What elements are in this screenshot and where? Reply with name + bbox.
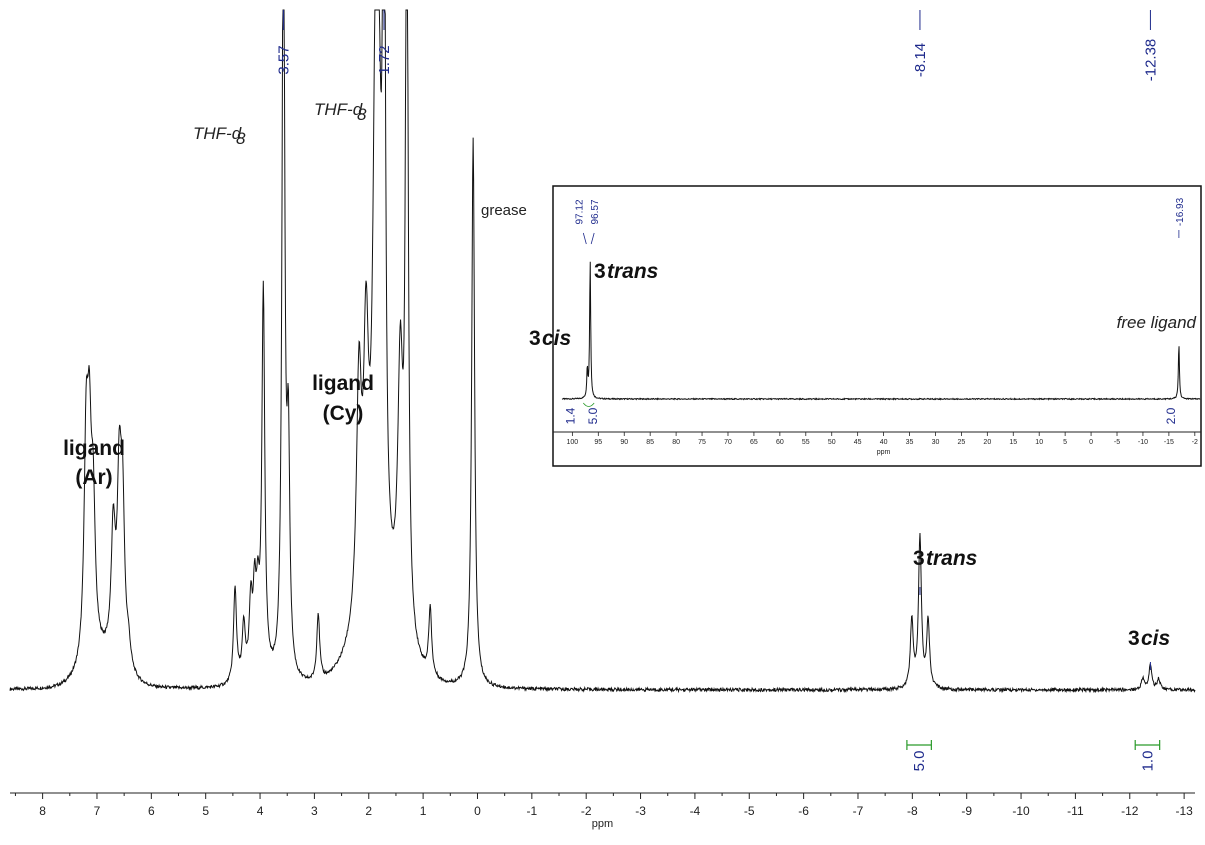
annotation-ligand-ar-line1: ligand: [63, 437, 125, 460]
annotation-thf-2: THF-d: [314, 100, 363, 119]
peak-label: 1.72: [376, 45, 393, 74]
inset-x-tick-label: -2: [1192, 439, 1198, 446]
inset-x-tick-label: 5: [1063, 439, 1067, 446]
inset-x-tick-label: 95: [594, 439, 602, 446]
x-tick-label: -10: [1012, 804, 1030, 818]
x-tick-label: 2: [365, 804, 372, 818]
peak-label: 3.57: [275, 45, 292, 74]
inset-integral-label: 1.4: [563, 407, 577, 424]
inset-x-tick-label: 85: [646, 439, 654, 446]
x-tick-label: -7: [853, 804, 864, 818]
inset-x-tick-label: 60: [776, 439, 784, 446]
inset-x-tick-label: 55: [802, 439, 810, 446]
inset-x-tick-label: 30: [932, 439, 940, 446]
annotation-ligand-cy-line2: (Cy): [323, 402, 364, 425]
annotation-thf-2-subscript: 8: [357, 105, 367, 124]
inset-peak-label-leader: [582, 232, 595, 245]
inset-x-tick-label: 70: [724, 439, 732, 446]
inset-integral-bracket: [582, 402, 595, 407]
integral-label: 1.0: [1139, 751, 1156, 772]
inset-x-tick-label: 80: [672, 439, 680, 446]
peak-label: -8.14: [912, 43, 929, 77]
inset-peak-label: 96.57: [590, 199, 601, 224]
x-tick-label: -6: [798, 804, 809, 818]
inset-x-tick-label: 65: [750, 439, 758, 446]
inset-x-tick-label: 45: [854, 439, 862, 446]
inset-spectrum-group: 100 95 90 85 80 75 70 65 60 55 50 45 40 35 30 25 20 15 10 5…: [529, 185, 1202, 467]
inset-x-tick-label: 50: [828, 439, 836, 446]
inset-integral-label: 5.0: [586, 407, 600, 424]
inset-x-tick-label: 75: [698, 439, 706, 446]
inset-annotation-3cis-number: 3: [529, 327, 541, 350]
inset-x-tick-label: 35: [906, 439, 914, 446]
inset-x-tick-label: 20: [983, 439, 991, 446]
inset-x-tick-label: -15: [1164, 439, 1174, 446]
inset-x-tick-label: 100: [567, 439, 579, 446]
x-tick-label: 1: [420, 804, 427, 818]
annotation-thf-1: THF-d: [193, 124, 242, 143]
inset-x-axis-title: ppm: [877, 449, 891, 456]
inset-annotation-free-ligand: free ligand: [1117, 313, 1197, 332]
x-tick-label: 3: [311, 804, 318, 818]
integral-label: 5.0: [911, 751, 928, 772]
spectrum-trace: [9, 9, 1196, 694]
x-tick-label: -5: [744, 804, 755, 818]
x-tick-label: 8: [39, 804, 46, 818]
inset-x-tick-label: 40: [880, 439, 888, 446]
annotation-grease: grease: [481, 202, 527, 219]
inset-x-tick-label: -10: [1138, 439, 1148, 446]
x-tick-label: -9: [961, 804, 972, 818]
x-tick-label: 6: [148, 804, 155, 818]
inset-x-tick-label: 0: [1089, 439, 1093, 446]
inset-x-tick-label: 15: [1009, 439, 1017, 446]
x-tick-label: -13: [1175, 804, 1193, 818]
x-axis-title: ppm: [592, 818, 613, 830]
inset-spectrum-trace: [561, 261, 1201, 401]
x-tick-label: -8: [907, 804, 918, 818]
x-tick-label: 4: [257, 804, 264, 818]
annotation-3cis-number: 3: [1128, 627, 1140, 650]
x-tick-label: -1: [526, 804, 537, 818]
annotation-ligand-ar-line2: (Ar): [75, 466, 112, 489]
inset-x-tick-label: 10: [1035, 439, 1043, 446]
inset-annotation-3cis-word: cis: [542, 327, 571, 350]
inset-x-tick-label: 25: [957, 439, 965, 446]
main-spectrum-group: 8 7 6 5 4 3 2 1 0 -1 -2 -3 -4 -5 -6 -7 -8 -9 -10 -11 -12 -13p…: [9, 9, 1196, 830]
x-tick-label: -12: [1121, 804, 1139, 818]
annotation-3trans-word: trans: [926, 547, 977, 570]
x-tick-label: -2: [581, 804, 592, 818]
inset-integral-label: 2.0: [1164, 407, 1178, 424]
x-tick-label: -3: [635, 804, 646, 818]
annotation-ligand-cy-line1: ligand: [312, 372, 374, 395]
x-tick-label: 7: [94, 804, 101, 818]
inset-peak-label: -16.93: [1175, 197, 1186, 226]
annotation-3trans-number: 3: [913, 547, 925, 570]
inset-x-tick-label: -5: [1114, 439, 1120, 446]
inset-annotation-3trans-number: 3: [594, 260, 606, 283]
x-tick-label: 5: [202, 804, 209, 818]
peak-label: -12.38: [1142, 39, 1159, 82]
inset-x-tick-label: 90: [620, 439, 628, 446]
inset-frame: [552, 185, 1202, 467]
inset-annotation-3trans-word: trans: [607, 260, 658, 283]
inset-peak-label: 97.12: [574, 199, 585, 224]
annotation-thf-1-subscript: 8: [236, 129, 246, 148]
annotation-3cis-word: cis: [1141, 627, 1170, 650]
x-tick-label: -4: [690, 804, 701, 818]
x-tick-label: -11: [1067, 804, 1084, 818]
x-tick-label: 0: [474, 804, 481, 818]
